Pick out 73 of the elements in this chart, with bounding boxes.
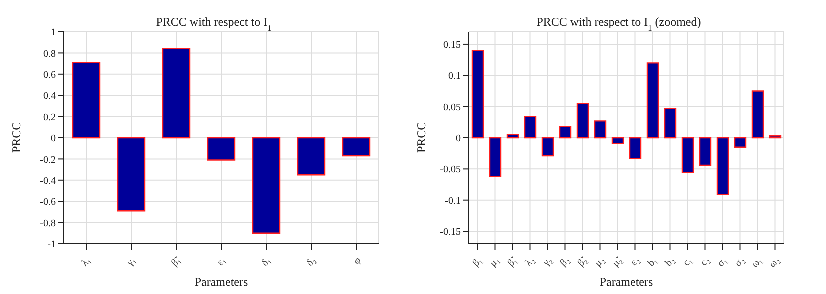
x-tick-label: σ₂ [733, 255, 748, 270]
y-tick-label: 0.8 [44, 48, 56, 60]
x-tick-label: λ₂ [524, 255, 538, 269]
x-tick-label: b₂ [664, 255, 678, 270]
bar [297, 137, 326, 176]
x-tick-label: ω₁ [750, 255, 765, 270]
bar [524, 116, 537, 139]
y-tick-label: -0.15 [440, 227, 461, 238]
bar [162, 48, 191, 139]
bar [664, 108, 677, 139]
y-tick-label: 0 [456, 134, 461, 145]
x-axis-title: Parameters [194, 275, 248, 289]
bar [342, 137, 371, 157]
x-tick-label: φ [352, 255, 364, 268]
x-tick-label: β̃₁ [506, 254, 520, 270]
bar [117, 137, 146, 212]
x-tick-label: ε₂ [629, 255, 642, 269]
bar [716, 137, 730, 196]
x-tick-label: β̃₂ [576, 254, 590, 270]
x-tick-label: μ₁ [488, 255, 502, 270]
x-tick-label: σ₁ [716, 255, 730, 270]
y-tick-label: 0.15 [444, 40, 461, 52]
x-tick-label: ω₂ [767, 255, 782, 270]
y-tick-label: -0.8 [40, 218, 56, 230]
bar [699, 137, 712, 166]
x-tick-label: γ₂ [540, 255, 555, 270]
y-tick-label: -1 [48, 240, 56, 251]
x-tick-label: ε₁ [215, 255, 229, 269]
bar [646, 62, 660, 139]
bar [489, 137, 502, 178]
bar [612, 137, 624, 144]
x-tick-label: c₁ [681, 255, 695, 269]
y-tick-label: 0 [51, 134, 56, 145]
bar [682, 137, 694, 174]
x-tick-label: δ₂ [304, 255, 319, 269]
y-axis-title: PRCC [414, 122, 428, 153]
y-tick-label: 0.6 [44, 70, 56, 81]
chart-title: PRCC with respect to I$_{1}$ (zoomed) [536, 15, 702, 32]
x-tick-label: β̃₁ [170, 254, 184, 270]
chart-title: PRCC with respect to I$_{1}$ [156, 15, 272, 32]
bar [734, 137, 747, 148]
bar [72, 62, 101, 139]
bar [594, 120, 607, 139]
x-tick-label: β₁ [470, 255, 485, 270]
x-tick-label: λ₁ [80, 255, 94, 269]
bar [576, 103, 590, 139]
bar [629, 137, 642, 160]
x-tick-label: μ̃₂ [610, 254, 626, 270]
bar [252, 137, 281, 234]
y-tick-label: 0.2 [44, 112, 56, 124]
bar [207, 137, 236, 161]
x-tick-label: δ₁ [260, 255, 274, 269]
x-tick-label: β₂ [558, 255, 572, 270]
bar [506, 134, 520, 139]
y-tick-label: -0.05 [440, 164, 461, 176]
y-tick-label: 0.1 [448, 71, 461, 82]
y-tick-label: -0.6 [40, 197, 56, 208]
y-tick-label: -0.1 [445, 196, 461, 207]
y-tick-label: 0.4 [44, 91, 56, 102]
x-axis-title: Parameters [600, 275, 654, 289]
y-axis-title: PRCC [9, 122, 24, 153]
x-tick-label: μ₂ [593, 255, 608, 270]
x-tick-label: b₁ [646, 255, 660, 270]
y-tick-label: 1 [51, 28, 56, 39]
bar [752, 90, 764, 139]
bar [559, 126, 572, 139]
y-tick-label: 0.05 [444, 102, 461, 114]
bar [542, 137, 554, 157]
bar [472, 50, 484, 139]
y-tick-label: -0.4 [40, 176, 56, 187]
y-tick-label: -0.2 [40, 154, 56, 166]
x-tick-label: γ₁ [124, 255, 139, 270]
x-tick-label: c₂ [698, 255, 712, 269]
